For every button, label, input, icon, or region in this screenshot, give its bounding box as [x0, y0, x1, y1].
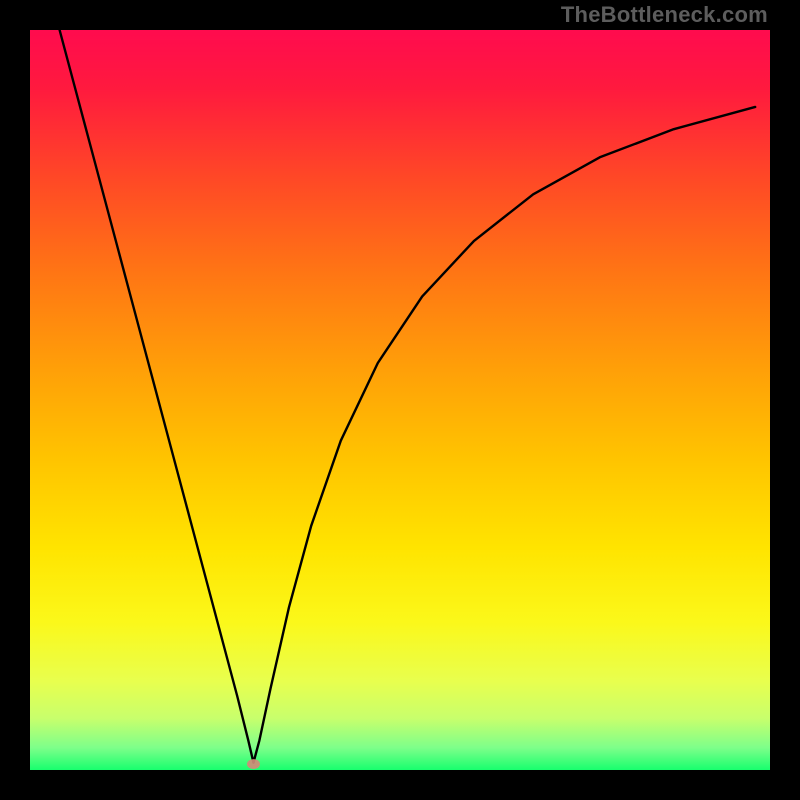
gradient-background	[30, 30, 770, 770]
chart-svg	[30, 30, 770, 770]
plot-area	[30, 30, 770, 770]
minimum-marker	[247, 759, 260, 769]
chart-frame: TheBottleneck.com	[0, 0, 800, 800]
watermark-text: TheBottleneck.com	[561, 2, 768, 28]
